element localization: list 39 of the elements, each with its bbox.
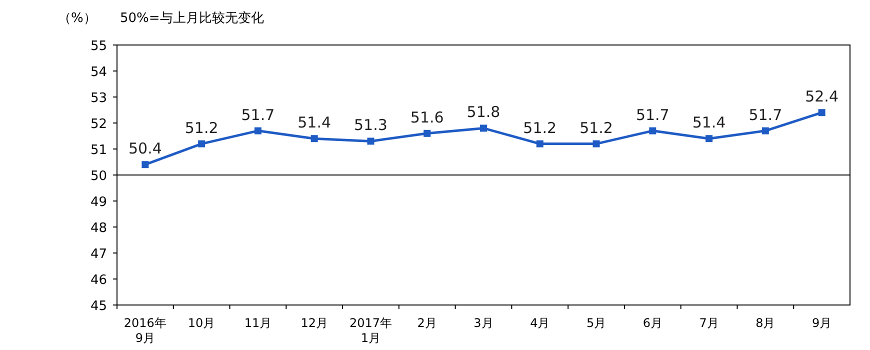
y-tick-label: 53: [90, 91, 107, 106]
data-label: 52.4: [805, 88, 839, 106]
data-label: 51.4: [692, 114, 726, 132]
x-tick-label: 8月: [756, 316, 776, 330]
x-tick-label: 12月: [300, 316, 328, 330]
data-label: 51.2: [580, 118, 613, 137]
y-tick-label: 55: [90, 39, 107, 54]
y-tick-label: 49: [90, 195, 107, 210]
y-tick-label: 50: [90, 169, 107, 184]
x-tick-label: 2016年 9月: [124, 316, 166, 345]
y-tick-label: 47: [90, 247, 107, 262]
x-tick-label: 5月: [586, 316, 606, 330]
x-tick-label: 9月: [812, 316, 832, 330]
y-tick-label: 51: [90, 143, 107, 158]
x-tick-label: 6月: [642, 316, 662, 330]
data-label: 51.8: [466, 103, 500, 122]
y-tick-label: 46: [90, 273, 107, 288]
data-label: 51.2: [184, 118, 218, 137]
data-label: 50.4: [128, 140, 162, 158]
text: 50%=与上月比较无变化: [120, 11, 264, 26]
y-tick-label: 48: [90, 221, 107, 236]
x-tick-label: 2月: [417, 316, 437, 330]
x-tick-label: 2017年 1月: [349, 316, 392, 345]
data-label: 51.6: [410, 108, 444, 126]
data-label: 51.7: [241, 106, 275, 124]
data-label: 51.4: [298, 114, 332, 132]
data-label: 51.7: [748, 106, 782, 124]
x-tick-label: 7月: [699, 316, 719, 330]
data-label: 51.2: [523, 118, 557, 137]
x-tick-label: 11月: [244, 316, 272, 330]
x-tick-label: 3月: [474, 316, 494, 330]
y-tick-label: 52: [90, 117, 107, 132]
y-tick-label: 54: [90, 65, 107, 80]
y-tick-label: 45: [90, 299, 107, 314]
data-label: 51.7: [636, 106, 670, 124]
data-label: 51.3: [354, 116, 388, 134]
x-tick-label: 10月: [188, 316, 216, 330]
y-axis-title: （%）: [58, 11, 96, 26]
x-tick-label: 4月: [530, 316, 550, 330]
